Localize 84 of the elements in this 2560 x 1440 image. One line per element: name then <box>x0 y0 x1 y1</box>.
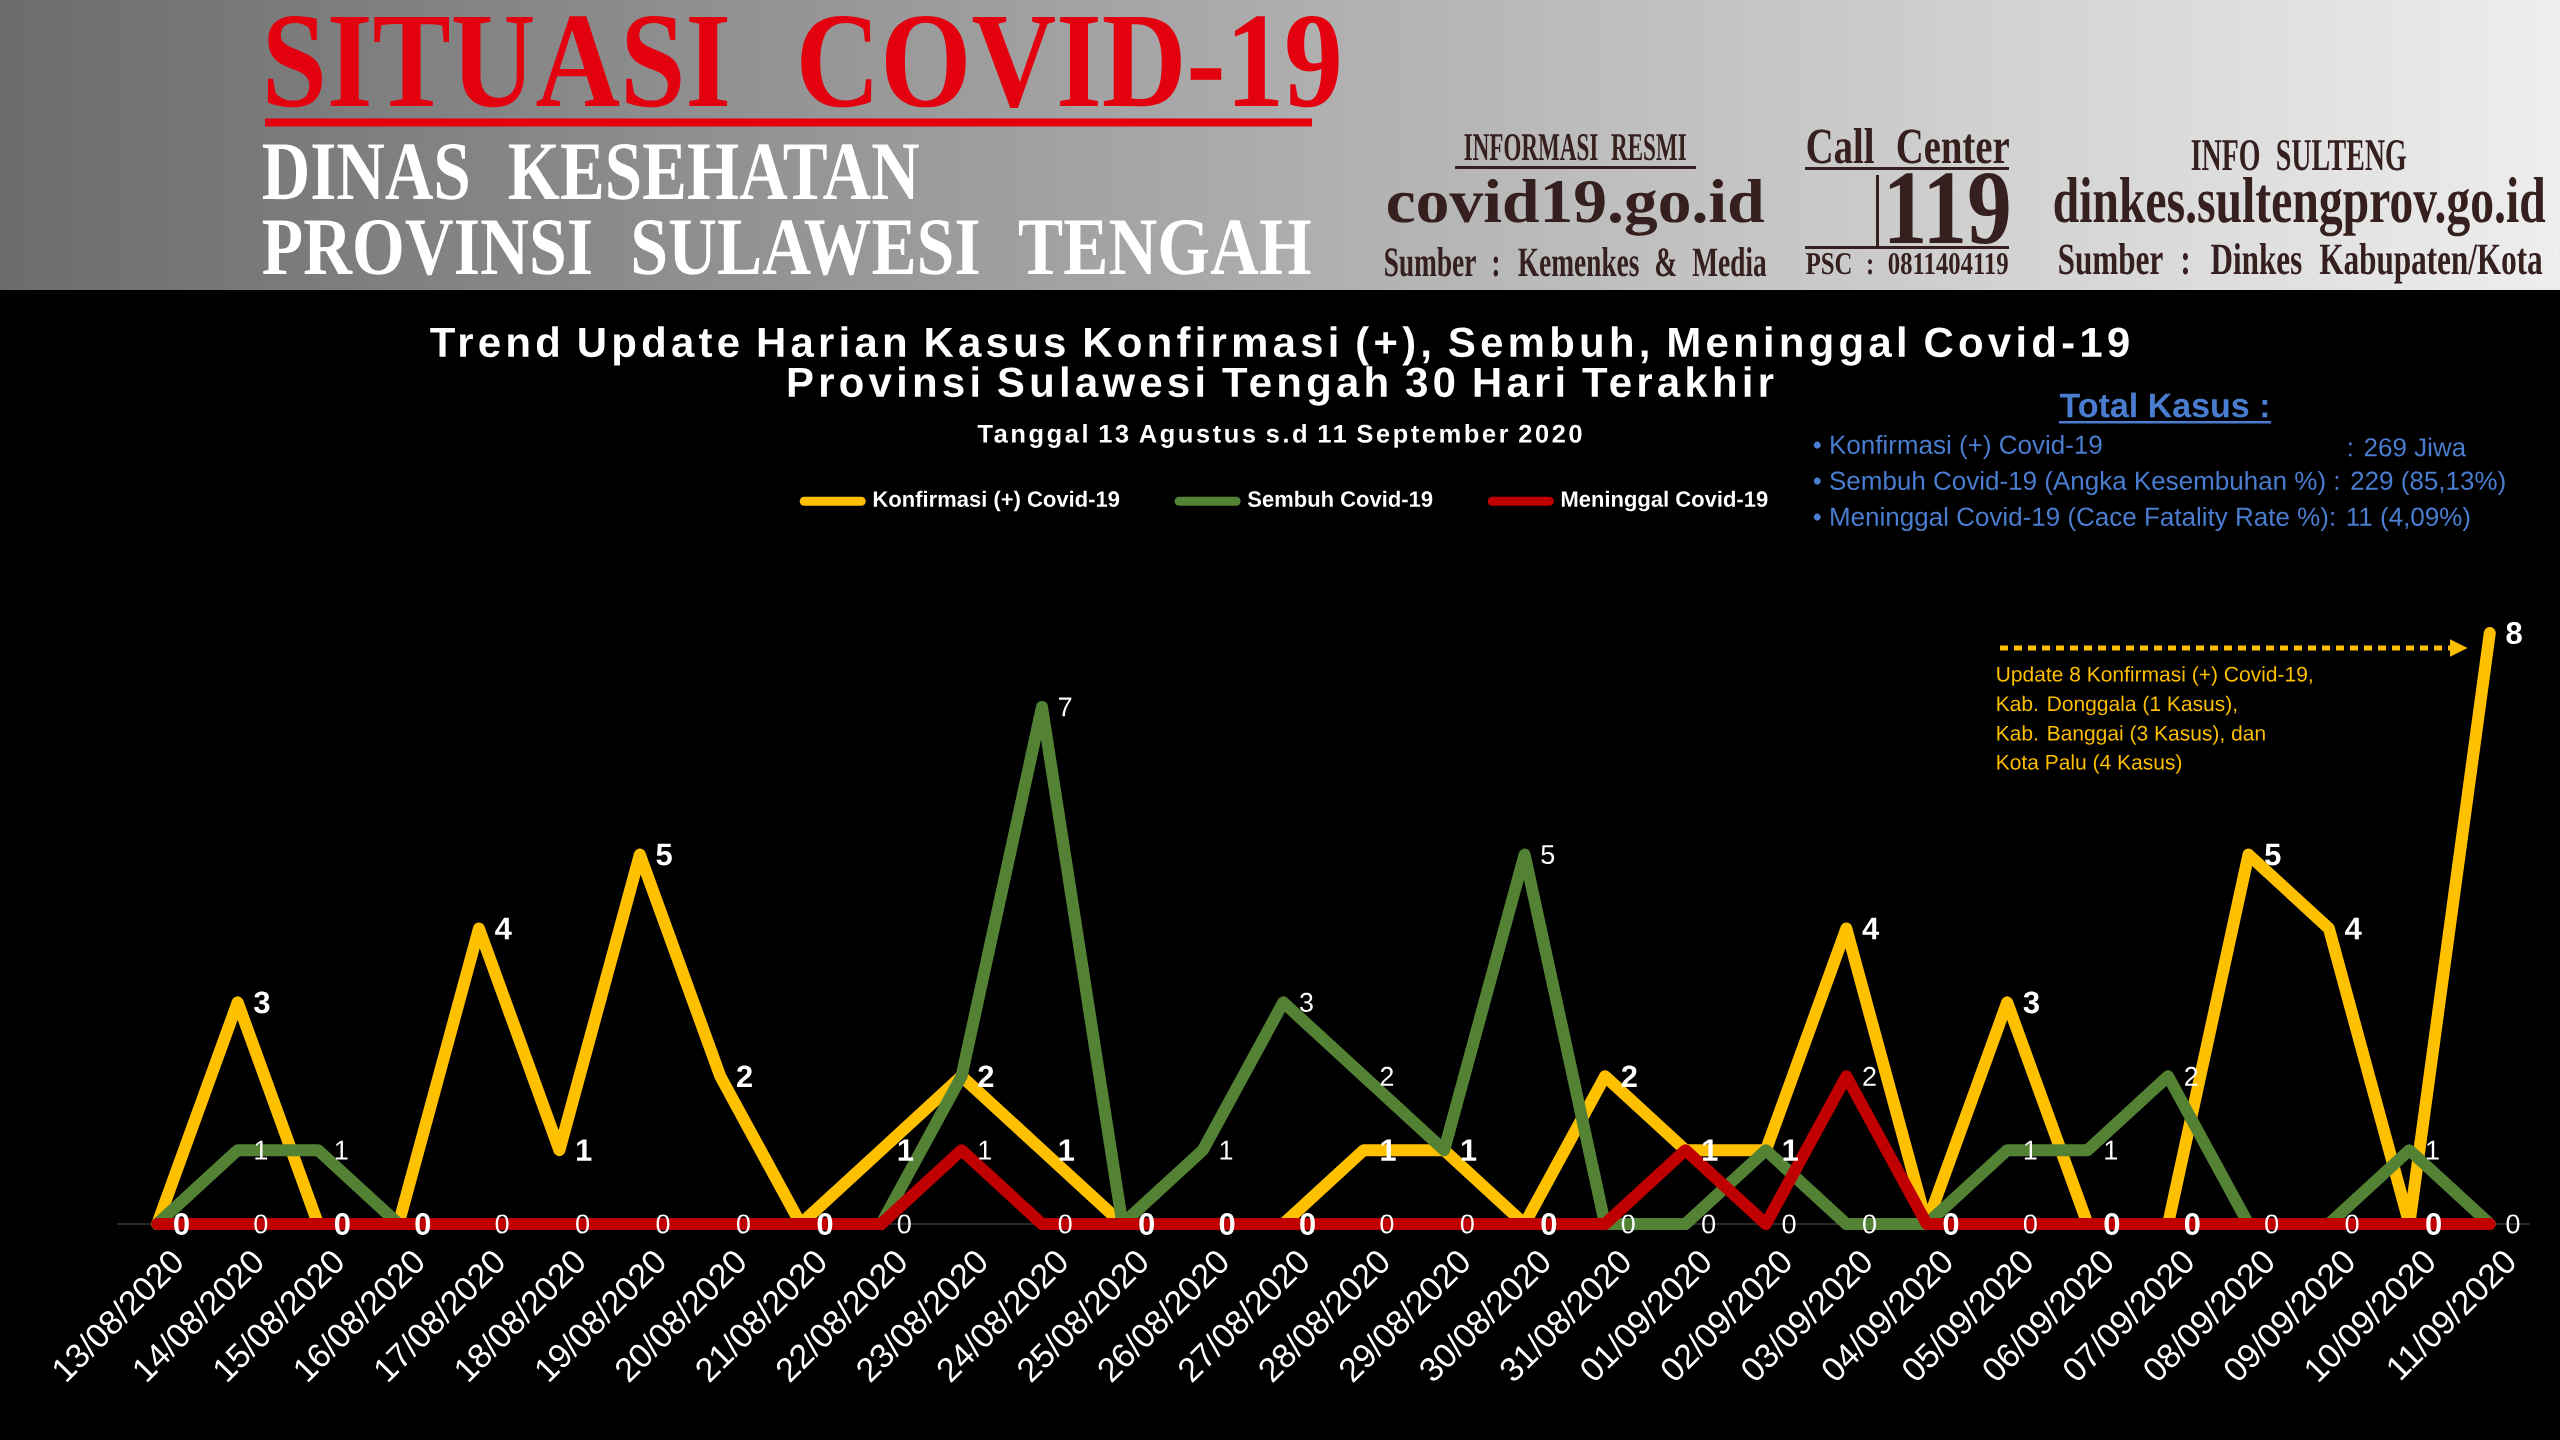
data-label: 1 <box>1783 1139 1798 1161</box>
data-label: 2 <box>1380 1066 1394 1086</box>
data-label: 1 <box>2105 1140 2117 1160</box>
data-label: 0 <box>2506 1214 2520 1234</box>
text: • Meninggal Covid-19 (Cace Fatality Rate %): 11 (4,09%) <box>1813 506 2470 532</box>
data-label: 0 <box>2265 1214 2279 1234</box>
data-label: 1 <box>1461 1139 1477 1161</box>
data-label: 3 <box>254 991 270 1014</box>
data-label: 4 <box>495 917 512 940</box>
data-label: 1 <box>2427 1140 2439 1160</box>
data-label: 0 <box>1139 1213 1155 1235</box>
text: PROVINSI SULAWESI TENGAH <box>262 219 1311 276</box>
text: dinkes.sultengprov.go.id <box>2054 176 2546 237</box>
data-label: 2 <box>1621 1065 1637 1088</box>
data-label: 1 <box>1381 1139 1396 1161</box>
data-label: 0 <box>817 1213 833 1235</box>
legend-label: Sembuh Covid-19 <box>1247 490 1433 507</box>
data-label: 0 <box>1541 1213 1557 1235</box>
data-label: 0 <box>2426 1213 2441 1235</box>
chart-subtitle: Tanggal 13 Agustus s.d 11 September 2020 <box>977 424 1582 448</box>
data-label: 5 <box>1541 845 1555 865</box>
text: covid19.go.id <box>1387 179 1764 236</box>
data-label: 1 <box>1220 1140 1233 1160</box>
text: Sumber : Kemenkes & Media <box>1385 247 1767 277</box>
text: 119 <box>1889 172 2009 245</box>
legend-label: Konfirmasi (+) Covid-19 <box>873 490 1120 512</box>
text: INFORMASI RESMI <box>1464 134 1686 161</box>
data-label: 0 <box>1943 1213 1959 1235</box>
data-label: 5 <box>656 843 672 866</box>
data-label: 1 <box>979 1140 991 1160</box>
data-label: 0 <box>1460 1214 1474 1234</box>
data-label: 0 <box>254 1214 268 1234</box>
text: PSC : 0811404119 <box>1806 252 2008 275</box>
data-label: 1 <box>1059 1139 1075 1161</box>
data-label: 1 <box>1703 1139 1718 1161</box>
data-label: 0 <box>174 1213 189 1235</box>
data-label: 0 <box>495 1214 509 1234</box>
data-label: 0 <box>736 1214 750 1234</box>
data-label: 0 <box>1621 1214 1635 1234</box>
data-label: 0 <box>334 1213 350 1235</box>
data-label: 1 <box>898 1139 914 1161</box>
text: SITUASI COVID-19 <box>267 16 1339 109</box>
data-label: 1 <box>335 1140 348 1160</box>
legend-label: Meninggal Covid-19 <box>1561 490 1768 512</box>
data-label: 4 <box>2345 917 2362 940</box>
data-label: 0 <box>1058 1214 1072 1234</box>
annotation: Kota Palu (4 Kasus) <box>1997 754 2182 774</box>
data-label: 0 <box>1863 1214 1876 1234</box>
data-label: 2 <box>978 1065 994 1088</box>
data-label: 2 <box>1863 1066 1876 1086</box>
text: • Sembuh Covid-19 (Angka Kesembuhan %) : 229 (85,13%) <box>1813 470 2505 496</box>
data-label: 0 <box>897 1214 911 1234</box>
data-label: 0 <box>1380 1214 1394 1234</box>
data-label: 0 <box>1782 1214 1796 1234</box>
data-label: 8 <box>2506 622 2522 644</box>
data-label: 0 <box>1702 1214 1716 1234</box>
text: Total Kasus : <box>2059 392 2268 418</box>
text: • Konfirmasi (+) Covid-19 <box>1813 434 2102 460</box>
data-label: 0 <box>2104 1213 2120 1235</box>
data-label: 0 <box>2184 1213 2200 1235</box>
data-label: 5 <box>2265 843 2281 866</box>
data-label: 0 <box>2023 1214 2037 1234</box>
data-label: 0 <box>1300 1213 1315 1235</box>
text: Call Center <box>1807 127 2009 164</box>
data-label: 1 <box>577 1139 592 1161</box>
data-label: 4 <box>1862 917 1880 940</box>
data-label: 0 <box>656 1214 670 1234</box>
data-label: 0 <box>1219 1213 1235 1235</box>
data-label: 7 <box>1059 697 1072 717</box>
data-label: 3 <box>2023 991 2039 1014</box>
annotation: Kab. Banggai (3 Kasus), dan <box>1997 725 2265 745</box>
annotation: Update 8 Konfirmasi (+) Covid-19, <box>1997 666 2312 686</box>
annotation: Kab. Donggala (1 Kasus), <box>1997 695 2237 716</box>
data-label: 0 <box>415 1213 431 1235</box>
text: DINAS KESEHATAN <box>262 144 919 200</box>
data-label: 0 <box>2345 1214 2359 1234</box>
data-label: 1 <box>2024 1140 2037 1160</box>
data-label: 3 <box>1300 992 1313 1012</box>
data-label: 0 <box>576 1214 590 1234</box>
text: INFO SULTENG <box>2191 139 2406 171</box>
data-label: 2 <box>737 1065 752 1088</box>
data-label: 1 <box>255 1140 268 1160</box>
text: Sumber : Dinkes Kabupaten/Kota <box>2059 242 2543 284</box>
text: : 269 Jiwa <box>2349 437 2467 457</box>
